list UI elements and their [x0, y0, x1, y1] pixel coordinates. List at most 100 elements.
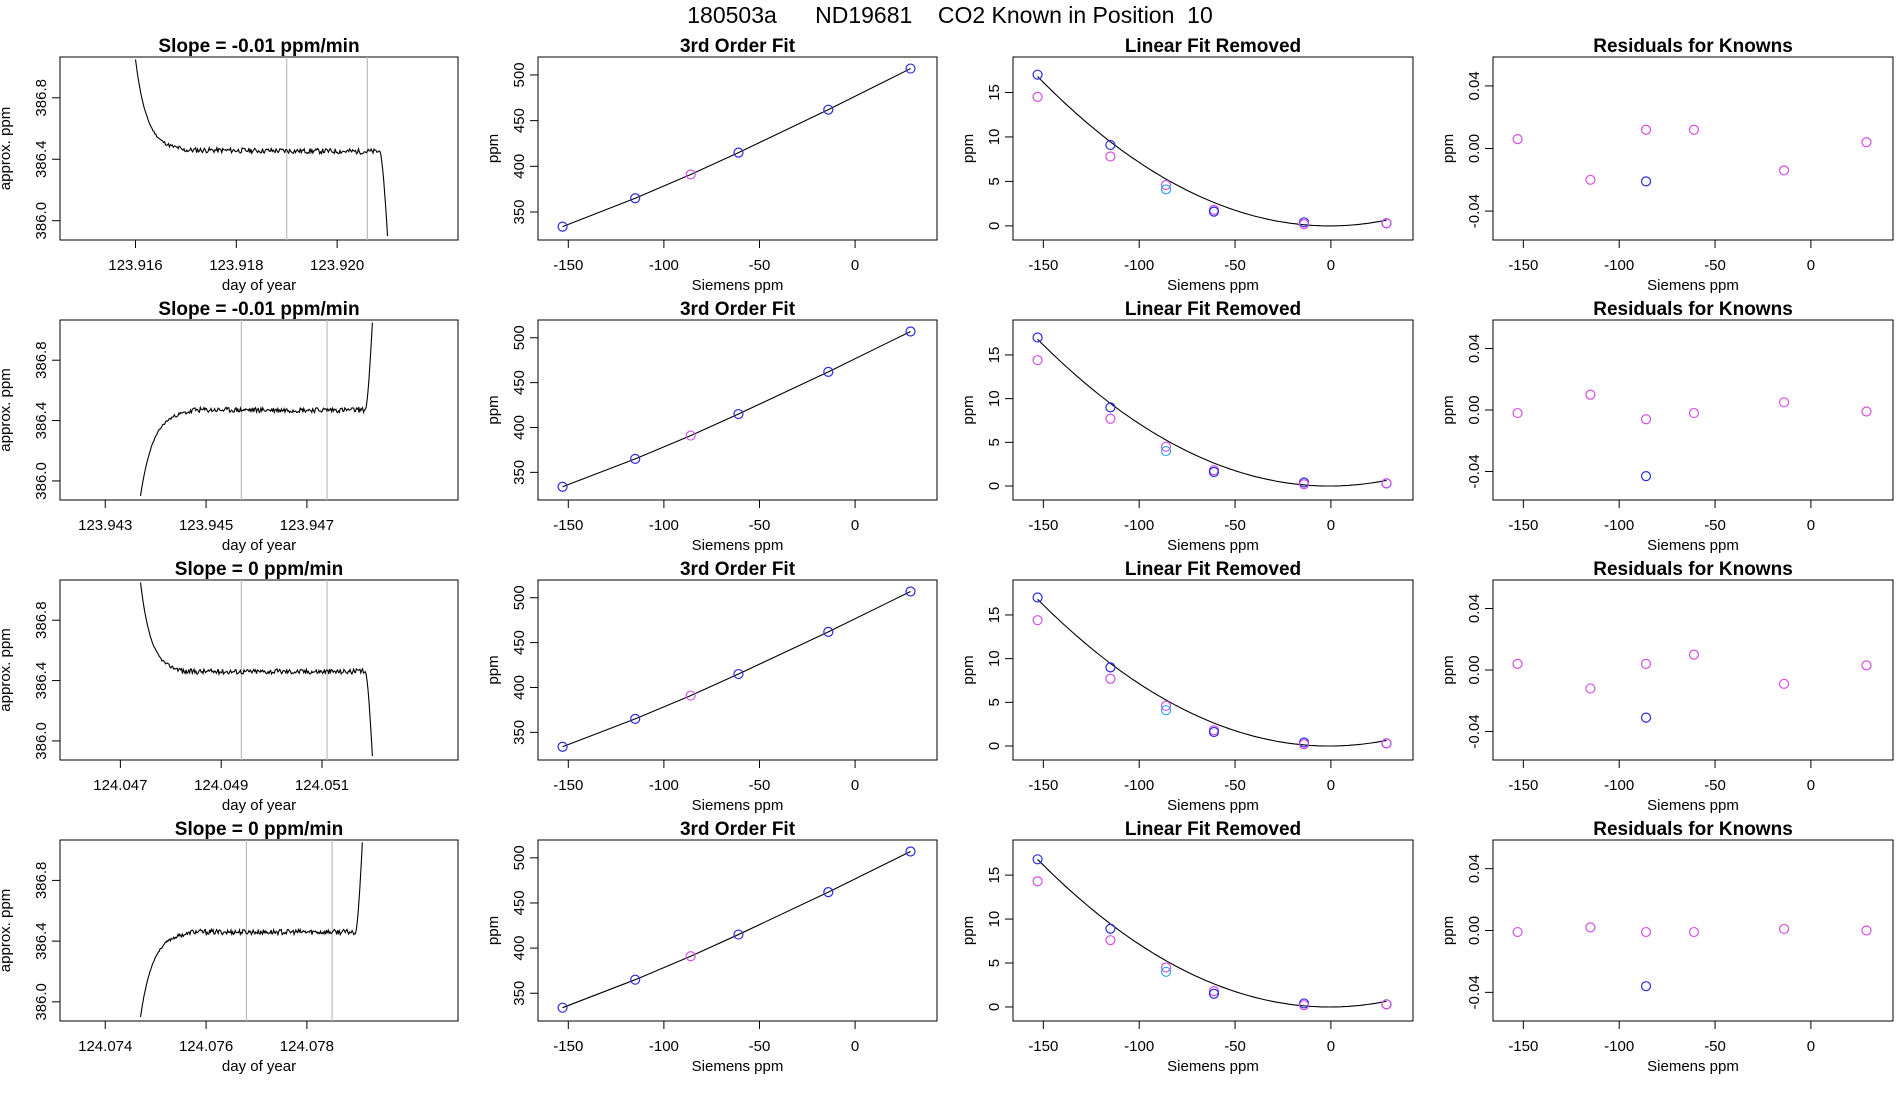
data-point-blue: [1208, 206, 1220, 217]
data-point-magenta: [1778, 397, 1790, 408]
data-point-blue: [733, 147, 744, 158]
fit-curve: [562, 590, 911, 748]
y-axis-title: ppm: [960, 395, 977, 424]
y-axis-title: ppm: [485, 655, 502, 684]
data-point-magenta: [1640, 658, 1652, 669]
y-axis-title: ppm: [960, 655, 977, 684]
y-tick-label: 5: [986, 698, 1003, 706]
y-tick-label: 15: [986, 347, 1003, 364]
y-tick-label: 0: [986, 482, 1003, 490]
data-point-blue: [905, 63, 916, 74]
y-tick-label: -0.04: [1466, 454, 1483, 488]
x-tick-label: -150: [553, 777, 583, 794]
x-tick-label: 124.074: [78, 1038, 132, 1055]
data-point-magenta: [1778, 678, 1790, 689]
panel-title: 3rd Order Fit: [680, 559, 796, 580]
residual-fit-curve: [1037, 859, 1387, 1008]
panel-r1-c3: Linear Fit Removed -150 -100 -50 0 0 5 10 15 Siem…: [960, 36, 1414, 294]
data-point-magenta: [1298, 479, 1310, 490]
data-point-blue: [557, 481, 568, 492]
y-tick-label: 386.0: [33, 462, 50, 500]
plot-frame: [1492, 319, 1894, 501]
x-tick-label: -100: [1604, 257, 1634, 274]
x-tick-label: -150: [1508, 777, 1538, 794]
fit-curve: [562, 68, 911, 228]
x-tick-label: 124.078: [280, 1038, 334, 1055]
y-tick-label: 15: [986, 84, 1003, 101]
x-tick-label: -50: [1224, 257, 1246, 274]
y-axis-title: ppm: [960, 916, 977, 945]
data-point-blue: [823, 626, 834, 637]
x-axis-title: Siemens ppm: [692, 1058, 784, 1075]
panel-r3-c1: Slope = 0 ppm/min 124.047 124.049 124.051 38…: [0, 559, 459, 814]
y-tick-label: 386.0: [33, 983, 50, 1021]
x-tick-label: 123.918: [209, 257, 263, 274]
x-tick-label: 124.076: [179, 1038, 233, 1055]
x-axis-title: Siemens ppm: [692, 797, 784, 814]
plot-area: [139, 840, 363, 1021]
y-tick-label: 0.04: [1466, 334, 1483, 363]
y-tick-label: 500: [511, 325, 528, 350]
data-point-magenta: [1861, 137, 1872, 148]
plot-frame: [1012, 839, 1414, 1022]
residual-fit-curve: [1037, 598, 1387, 747]
y-axis-title: approx. ppm: [0, 368, 14, 451]
y-tick-label: 386.8: [33, 862, 50, 900]
fit-curve: [562, 330, 911, 488]
data-point-blue: [557, 221, 568, 232]
plot-area: [1512, 124, 1872, 187]
data-point-blue: [1032, 854, 1043, 865]
x-tick-label: 124.047: [93, 777, 147, 794]
y-axis-title: ppm: [1440, 655, 1457, 684]
data-point-magenta: [1861, 660, 1872, 671]
data-point-magenta: [1105, 935, 1116, 946]
y-tick-label: 450: [511, 108, 528, 133]
data-point-magenta: [1105, 151, 1116, 162]
y-tick-label: 450: [511, 890, 528, 915]
y-tick-label: 0: [986, 222, 1003, 230]
x-tick-label: -100: [1124, 257, 1154, 274]
x-tick-label: -100: [1124, 777, 1154, 794]
data-point-magenta: [1688, 926, 1700, 938]
x-tick-label: -100: [1604, 517, 1634, 534]
plot-area: [557, 586, 916, 752]
x-axis-title: day of year: [222, 537, 296, 554]
x-tick-label: 0: [1327, 1038, 1335, 1055]
data-point-magenta: [1381, 738, 1392, 749]
x-tick-label: -100: [1604, 777, 1634, 794]
x-axis-title: day of year: [222, 1058, 296, 1075]
data-point-magenta: [1032, 355, 1043, 366]
data-point-blue: [1105, 923, 1116, 934]
data-point-magenta: [1160, 700, 1172, 711]
residual-fit-curve: [1037, 338, 1387, 487]
data-point-blue: [823, 366, 834, 377]
panel-r1-c1: Slope = -0.01 ppm/min 123.916 123.918 123.9…: [0, 36, 459, 294]
plot-area: [1512, 922, 1872, 992]
x-tick-label: -100: [1604, 1038, 1634, 1055]
x-tick-label: -50: [749, 777, 771, 794]
data-point-magenta: [1032, 876, 1043, 887]
x-tick-label: -50: [1704, 517, 1726, 534]
figure-title: 180503a ND19681 CO2 Known in Position 10: [687, 2, 1213, 28]
y-axis-title: approx. ppm: [0, 628, 14, 711]
data-point-blue: [1105, 139, 1116, 151]
data-point-blue: [905, 586, 916, 597]
plot-area: [557, 326, 916, 492]
panel-title: Slope = 0 ppm/min: [175, 819, 343, 840]
x-tick-label: 123.947: [280, 517, 334, 534]
y-tick-label: 386.8: [33, 341, 50, 379]
data-point-magenta: [1585, 683, 1596, 694]
panel-title: Residuals for Knowns: [1593, 299, 1793, 320]
x-tick-label: 0: [851, 777, 859, 794]
y-axis-title: ppm: [485, 395, 502, 424]
x-tick-label: 0: [851, 257, 859, 274]
panel-title: Slope = 0 ppm/min: [175, 559, 343, 580]
x-tick-label: 0: [1807, 257, 1815, 274]
data-point-blue: [733, 668, 744, 680]
y-tick-label: 0.04: [1466, 71, 1483, 100]
x-tick-label: -150: [553, 517, 583, 534]
y-tick-label: 15: [986, 607, 1003, 624]
data-point-magenta: [1688, 407, 1700, 419]
x-tick-label: -100: [649, 777, 679, 794]
data-point-magenta: [1298, 1000, 1310, 1011]
